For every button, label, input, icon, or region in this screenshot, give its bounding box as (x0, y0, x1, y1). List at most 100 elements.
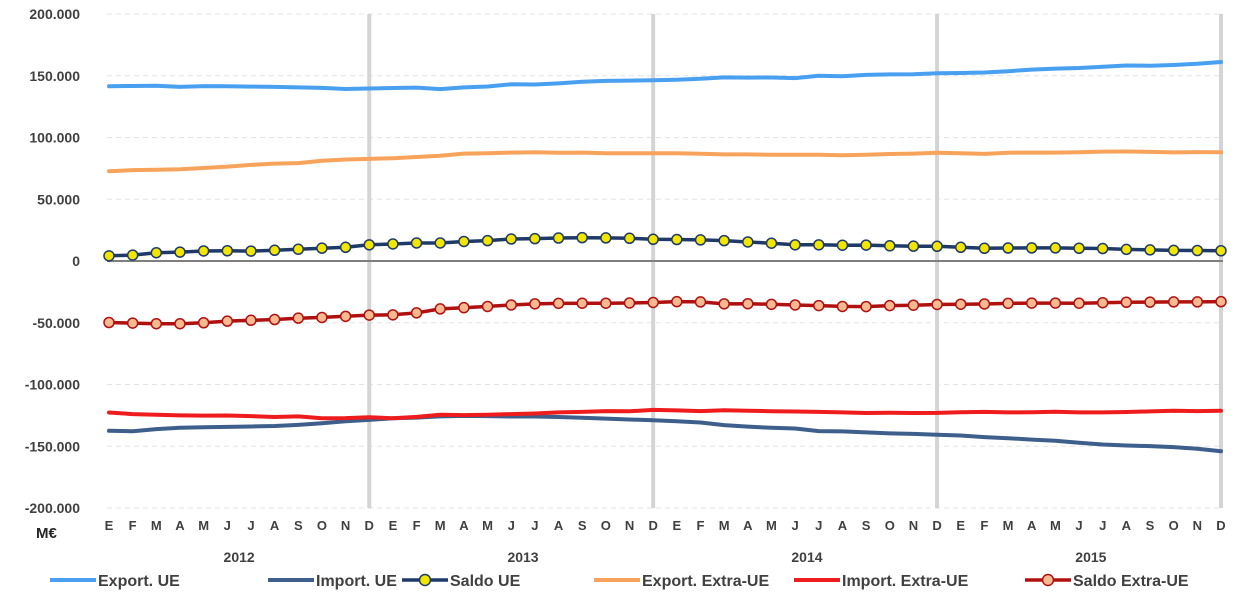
data-point (245, 245, 257, 257)
data-point (268, 244, 281, 257)
data-point (576, 231, 588, 244)
data-point (789, 239, 801, 251)
data-point (1049, 297, 1062, 309)
data-point (1144, 244, 1156, 256)
data-point (221, 315, 234, 327)
data-point (1167, 296, 1180, 308)
data-point (742, 297, 754, 310)
x-tick-label: O (317, 518, 327, 533)
x-tick-label: J (247, 518, 254, 533)
unit-label: M€ (36, 525, 57, 542)
x-tick-label: M (766, 518, 777, 533)
x-tick-label: D (648, 518, 657, 533)
series-import-ue (107, 413, 1223, 454)
x-tick-label: N (625, 518, 634, 533)
legend: Export. UE Import. UE Saldo UE Export. Extr… (50, 573, 1189, 590)
x-tick-label: O (885, 518, 895, 533)
data-point (1073, 242, 1085, 255)
data-point (836, 239, 849, 251)
data-point (647, 233, 659, 246)
data-point (884, 299, 896, 312)
data-point (292, 312, 305, 324)
x-tick-label: A (459, 518, 469, 533)
x-tick-label: J (792, 518, 799, 533)
data-point (529, 232, 541, 245)
data-point (458, 235, 470, 248)
data-point (718, 298, 730, 310)
data-point (126, 317, 139, 329)
data-point (1191, 244, 1204, 257)
x-tick-label: M (435, 518, 446, 533)
data-point (813, 239, 825, 251)
x-tick-label: J (815, 518, 822, 533)
data-point (292, 243, 305, 256)
data-point (552, 232, 565, 244)
series-export-extra-ue (107, 149, 1223, 174)
data-point (1002, 242, 1014, 254)
data-point (860, 300, 872, 313)
data-point (434, 237, 446, 249)
data-point (647, 296, 659, 309)
data-point (434, 303, 446, 315)
data-point (103, 250, 115, 262)
data-point (694, 234, 707, 246)
data-point (552, 297, 565, 310)
y-tick-label: -100.000 (25, 377, 80, 393)
data-point (931, 240, 943, 253)
data-point (765, 237, 778, 249)
data-point (978, 298, 991, 310)
y-tick-label: 100.000 (29, 130, 80, 146)
x-tick-label: M (719, 518, 730, 533)
x-tick-label: A (1122, 518, 1132, 533)
y-tick-label: 0 (72, 253, 80, 269)
x-tick-label: S (578, 518, 587, 533)
x-tick-label: J (224, 518, 231, 533)
y-tick-label: -150.000 (25, 438, 80, 454)
y-tick-label: 200.000 (29, 6, 80, 22)
y-tick-label: 150.000 (29, 68, 80, 84)
x-tick-label: S (862, 518, 871, 533)
x-tick-label: A (554, 518, 564, 533)
data-point (1096, 242, 1109, 255)
data-point (410, 307, 423, 319)
data-point (174, 246, 186, 258)
x-tick-label: M (1050, 518, 1061, 533)
data-point (221, 244, 234, 257)
data-point (268, 313, 281, 326)
data-point (505, 299, 517, 311)
data-point (363, 309, 376, 321)
data-point (600, 232, 612, 244)
data-point (576, 297, 588, 309)
data-point (316, 311, 328, 324)
data-point (1096, 296, 1109, 309)
data-point (718, 234, 730, 247)
series-saldo-ue (103, 231, 1227, 262)
x-tick-label: M (151, 518, 162, 533)
x-tick-label: F (129, 518, 137, 533)
x-tick-label: F (413, 518, 421, 533)
series-import-extra-ue (107, 407, 1223, 421)
y-tick-label: -200.000 (25, 500, 80, 516)
x-tick-label: E (105, 518, 114, 533)
data-point (126, 249, 139, 261)
x-tick-label: A (743, 518, 753, 533)
year-label: 2015 (1075, 549, 1106, 565)
data-point (174, 317, 186, 330)
legend-label: Import. UE (316, 573, 397, 590)
data-point (836, 300, 849, 313)
data-point (103, 316, 115, 329)
x-tick-label: J (508, 518, 515, 533)
legend-item: Saldo UE (402, 573, 521, 590)
x-tick-label: O (1169, 518, 1179, 533)
data-point (1025, 242, 1038, 254)
data-point (458, 301, 470, 314)
data-point (978, 242, 991, 255)
data-point (765, 298, 778, 311)
legend-label: Saldo Extra-UE (1073, 573, 1189, 590)
data-point (529, 298, 541, 310)
x-tick-label: A (838, 518, 848, 533)
legend-item: Export. UE (50, 573, 180, 590)
